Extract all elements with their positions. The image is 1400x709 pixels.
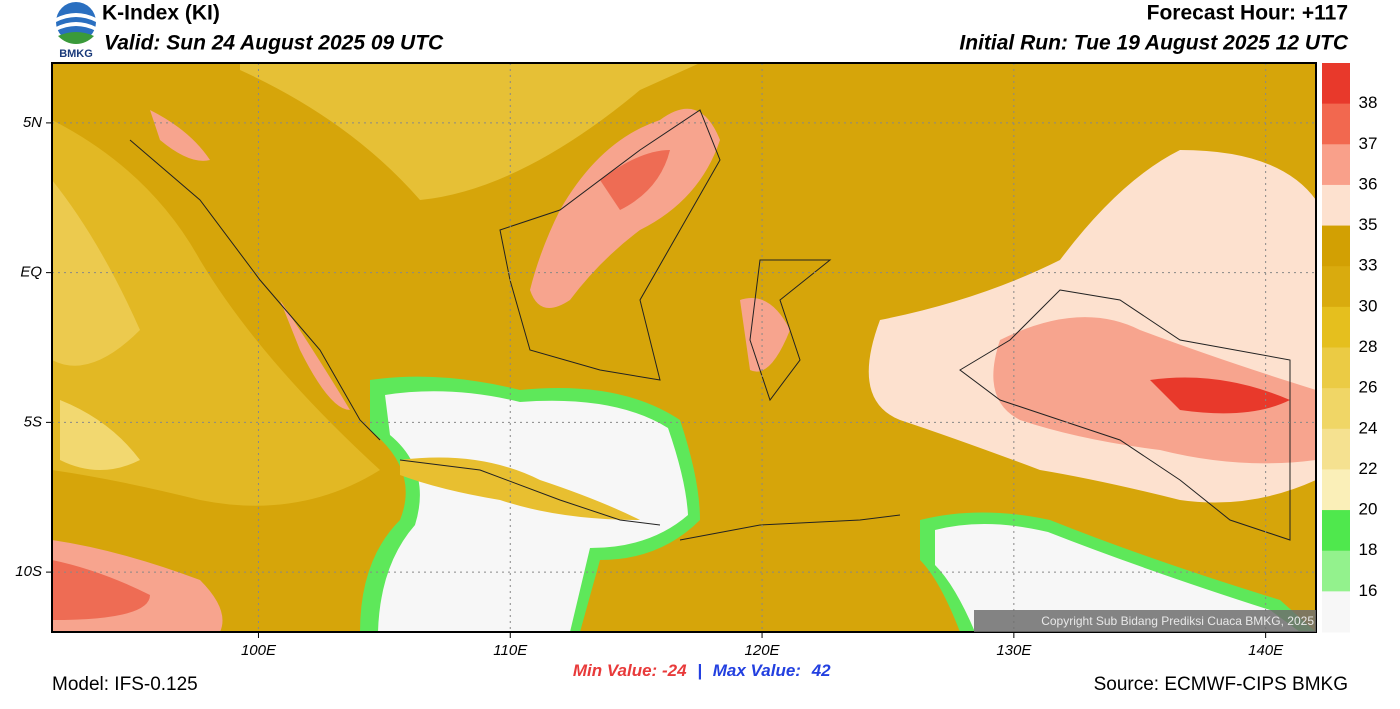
colorbar-segment bbox=[1322, 184, 1350, 227]
colorbar-label: 35 bbox=[1359, 215, 1378, 234]
map-field bbox=[52, 63, 1316, 632]
colorbar-label: 28 bbox=[1359, 337, 1378, 356]
valid-time: Valid: Sun 24 August 2025 09 UTC bbox=[104, 32, 444, 55]
lon-label: 110E bbox=[493, 642, 528, 659]
map-frame bbox=[51, 62, 1317, 633]
colorbar-segment bbox=[1322, 306, 1350, 348]
colorbar-segment bbox=[1322, 550, 1350, 592]
logo-text: BMKG bbox=[59, 48, 93, 60]
colorbar-label: 37 bbox=[1359, 134, 1378, 153]
colorbar-segment bbox=[1322, 144, 1350, 186]
colorbar-label: 33 bbox=[1359, 256, 1378, 275]
colorbar-segment bbox=[1322, 103, 1350, 145]
lat-label: EQ bbox=[20, 264, 42, 281]
copyright: Copyright Sub Bidang Prediksi Cuaca BMKG… bbox=[1041, 614, 1314, 628]
colorbar-segment bbox=[1322, 428, 1350, 470]
copyright-box bbox=[974, 610, 1316, 632]
min-label: Min Value: bbox=[573, 661, 657, 680]
lat-label: 10S bbox=[15, 563, 42, 580]
max-label: Max Value: bbox=[713, 661, 801, 680]
min-value: -24 bbox=[662, 661, 687, 680]
colorbar-segment bbox=[1322, 388, 1350, 430]
lat-label: 5S bbox=[24, 413, 42, 430]
colorbar-segment bbox=[1322, 469, 1350, 511]
colorbar-label: 22 bbox=[1359, 459, 1378, 478]
colorbar-label: 38 bbox=[1359, 93, 1378, 112]
colorbar-label: 20 bbox=[1359, 500, 1378, 519]
colorbar-segment bbox=[1322, 347, 1350, 389]
lon-label: 130E bbox=[996, 642, 1032, 659]
colorbar-label: 36 bbox=[1359, 174, 1378, 193]
graticule bbox=[52, 63, 1316, 632]
forecast-hour: Forecast Hour: +117 bbox=[1147, 2, 1348, 25]
lon-label: 140E bbox=[1248, 642, 1284, 659]
source: Source: ECMWF-CIPS BMKG bbox=[1094, 674, 1348, 695]
model: Model: IFS-0.125 bbox=[52, 674, 198, 695]
colorbar-segment bbox=[1322, 266, 1350, 308]
initial-run: Initial Run: Tue 19 August 2025 12 UTC bbox=[959, 32, 1348, 55]
lat-label: 5N bbox=[23, 114, 42, 131]
lon-label: 120E bbox=[745, 642, 781, 659]
logo bbox=[56, 2, 96, 44]
stats: Min Value: -24 | Max Value: 42 bbox=[573, 661, 831, 680]
colorbar-label: 24 bbox=[1359, 418, 1378, 437]
separator: | bbox=[697, 661, 702, 680]
colorbar-label: 30 bbox=[1359, 296, 1378, 315]
colorbar-label: 16 bbox=[1359, 581, 1378, 600]
colorbar-label: 18 bbox=[1359, 540, 1378, 559]
colorbar-segment bbox=[1322, 591, 1350, 633]
colorbar-segment bbox=[1322, 63, 1350, 105]
colorbar-segment bbox=[1322, 225, 1350, 267]
colorbar-segment bbox=[1322, 510, 1350, 552]
max-value: 42 bbox=[811, 661, 831, 680]
colorbar-label: 26 bbox=[1359, 378, 1378, 397]
lon-label: 100E bbox=[241, 642, 277, 659]
title: K-Index (KI) bbox=[102, 2, 220, 25]
